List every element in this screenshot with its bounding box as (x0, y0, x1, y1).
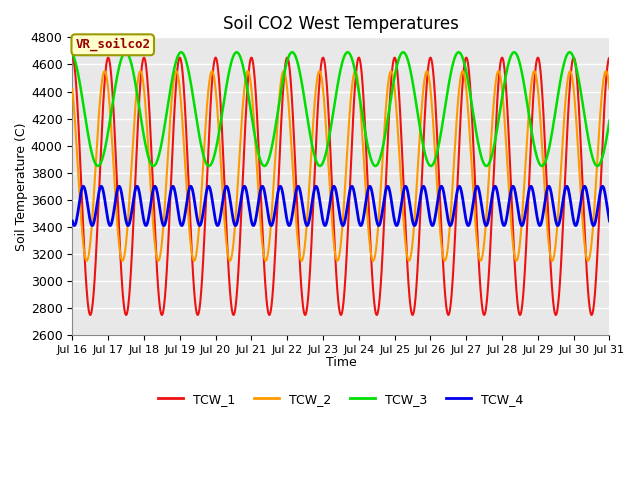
X-axis label: Time: Time (326, 356, 356, 370)
Y-axis label: Soil Temperature (C): Soil Temperature (C) (15, 122, 28, 251)
Legend: TCW_1, TCW_2, TCW_3, TCW_4: TCW_1, TCW_2, TCW_3, TCW_4 (154, 388, 529, 411)
Text: VR_soilco2: VR_soilco2 (76, 38, 150, 51)
Title: Soil CO2 West Temperatures: Soil CO2 West Temperatures (223, 15, 459, 33)
